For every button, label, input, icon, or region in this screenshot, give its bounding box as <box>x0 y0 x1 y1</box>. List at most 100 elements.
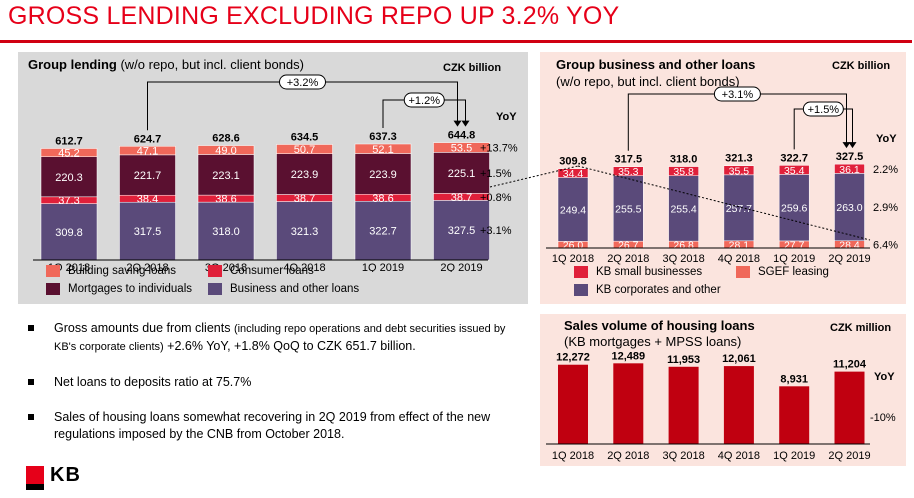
housing-sales-unit: CZK million <box>830 322 892 334</box>
x-tick-label: 1Q 2018 <box>48 262 90 272</box>
bar-value-label: 12,061 <box>722 353 756 365</box>
housing-sales-chart: 12,272 1Q 2018 12,489 2Q 2018 11,953 3Q 2018 1… <box>546 350 896 462</box>
bullet-marker <box>28 414 34 420</box>
bar-segment-label: 257.7 <box>726 203 752 215</box>
bar-segment-label: 26.7 <box>618 240 639 252</box>
bar-total-label: 628.6 <box>212 133 240 145</box>
bar-segment <box>40 156 98 198</box>
growth-label-box <box>403 92 445 108</box>
sales-bar <box>668 366 699 444</box>
bar-total-label: 637.3 <box>369 131 397 143</box>
housing-sales-title: Sales volume of housing loans <box>564 318 755 333</box>
bar-value-label: 11,204 <box>833 359 867 371</box>
bullet-item: Sales of housing loans somewhat recoveri… <box>28 409 518 443</box>
bar-segment <box>276 144 333 154</box>
x-tick-label: 2Q 2019 <box>828 450 870 462</box>
bar-segment-label: 47.1 <box>137 146 158 158</box>
yoy-header: YoY <box>496 111 517 123</box>
bar-segment <box>40 203 98 261</box>
bar-segment-label: 35.8 <box>673 166 694 178</box>
growth-label-box <box>713 86 761 102</box>
bar-segment <box>276 153 333 195</box>
bar-segment-label: 49.0 <box>215 145 236 157</box>
yoy-header: YoY <box>876 133 897 145</box>
sales-bar <box>779 386 810 444</box>
bar-segment-label: 255.4 <box>670 203 696 215</box>
logo-square <box>26 466 44 484</box>
bar-segment-label: 309.8 <box>55 227 83 239</box>
legend-item-building-saving: Building saving loans <box>46 265 176 277</box>
legend-item-corporates: KB corporates and other <box>574 284 721 296</box>
bar-segment-label: 38.6 <box>372 193 393 205</box>
x-tick-label: 4Q 2018 <box>718 253 760 265</box>
title-rule <box>0 40 912 43</box>
bar-segment-label: 221.7 <box>134 170 162 182</box>
bar-total-label: 644.8 <box>448 130 476 142</box>
housing-sales-subtitle: (KB mortgages + MPSS loans) <box>564 334 742 349</box>
yoy-value: +1.5% <box>480 168 512 180</box>
bar-segment-label: 37.3 <box>58 195 79 207</box>
legend-item-mortgages: Mortgages to individuals <box>46 283 192 295</box>
bar-segment-label: 249.4 <box>560 204 586 216</box>
bar-total-label: 309.8 <box>559 156 587 168</box>
growth-arrow-head <box>842 142 851 149</box>
bar-total-label: 634.5 <box>291 132 319 144</box>
legend-item-consumer: Consumer loans <box>208 265 314 277</box>
growth-label-box <box>279 74 326 90</box>
legend-item-business: Business and other loans <box>208 283 359 295</box>
yoy-value: 6.4% <box>873 239 898 251</box>
legend-swatch <box>208 283 222 295</box>
bar-total-label: 612.7 <box>55 136 83 148</box>
yoy-value: +13.7% <box>480 143 518 155</box>
bar-segment <box>354 153 412 195</box>
bar-segment-label: 223.1 <box>212 170 240 182</box>
x-tick-label: 2Q 2018 <box>607 253 649 265</box>
business-loans-legend: KB small businesses SGEF leasing KB corp… <box>540 266 906 302</box>
bar-segment-label: 38.7 <box>294 193 315 205</box>
bar-segment-label: 26.0 <box>563 240 584 252</box>
growth-label-box <box>802 101 844 117</box>
x-tick-label: 3Q 2018 <box>662 253 704 265</box>
bar-segment-label: 321.3 <box>291 226 319 238</box>
growth-label: +3.2% <box>287 77 319 89</box>
bar-segment-label: 317.5 <box>134 226 162 238</box>
x-tick-label: 2Q 2018 <box>607 450 649 462</box>
x-tick-label: 1Q 2019 <box>773 253 815 265</box>
bar-segment-label: 34.4 <box>563 168 584 180</box>
bullet-marker <box>28 325 34 331</box>
yoy-value: +0.8% <box>480 192 512 204</box>
bar-value-label: 11,953 <box>667 354 700 366</box>
bullet-item: Net loans to deposits ratio at 75.7% <box>28 374 518 391</box>
business-loans-panel: Group business and other loans (w/o repo… <box>540 52 906 304</box>
bar-segment-label: 327.5 <box>448 225 476 237</box>
group-lending-panel: Group lending (w/o repo, but incl. clien… <box>18 52 528 304</box>
group-lending-title: Group lending (w/o repo, but incl. clien… <box>28 57 304 72</box>
bar-total-label: 317.5 <box>615 154 643 166</box>
sales-bar <box>558 364 588 444</box>
bullet-marker <box>28 379 34 385</box>
x-tick-label: 1Q 2018 <box>552 450 594 462</box>
logo-bar <box>26 484 44 490</box>
housing-sales-panel: Sales volume of housing loans (KB mortga… <box>540 314 906 466</box>
x-tick-label: 3Q 2018 <box>662 450 704 462</box>
sales-bar <box>613 363 644 444</box>
x-tick-label: 1Q 2018 <box>552 253 594 265</box>
x-tick-label: 4Q 2018 <box>718 450 760 462</box>
growth-arrow-head <box>453 120 462 127</box>
bar-segment <box>433 152 490 194</box>
sales-bar <box>723 366 754 444</box>
legend-item-small-businesses: KB small businesses <box>574 266 702 278</box>
legend-swatch <box>574 266 588 278</box>
bar-segment-label: 53.5 <box>451 143 472 155</box>
bar-total-label: 327.5 <box>836 151 864 163</box>
x-tick-label: 4Q 2018 <box>283 262 325 272</box>
growth-arrow-head <box>461 120 470 127</box>
bar-segment-label: 35.3 <box>618 166 639 178</box>
bar-total-label: 624.7 <box>134 133 162 145</box>
bar-segment-label: 225.1 <box>448 168 476 180</box>
sales-bar <box>834 371 865 444</box>
x-tick-label: 2Q 2018 <box>126 262 168 272</box>
legend-swatch <box>46 283 60 295</box>
